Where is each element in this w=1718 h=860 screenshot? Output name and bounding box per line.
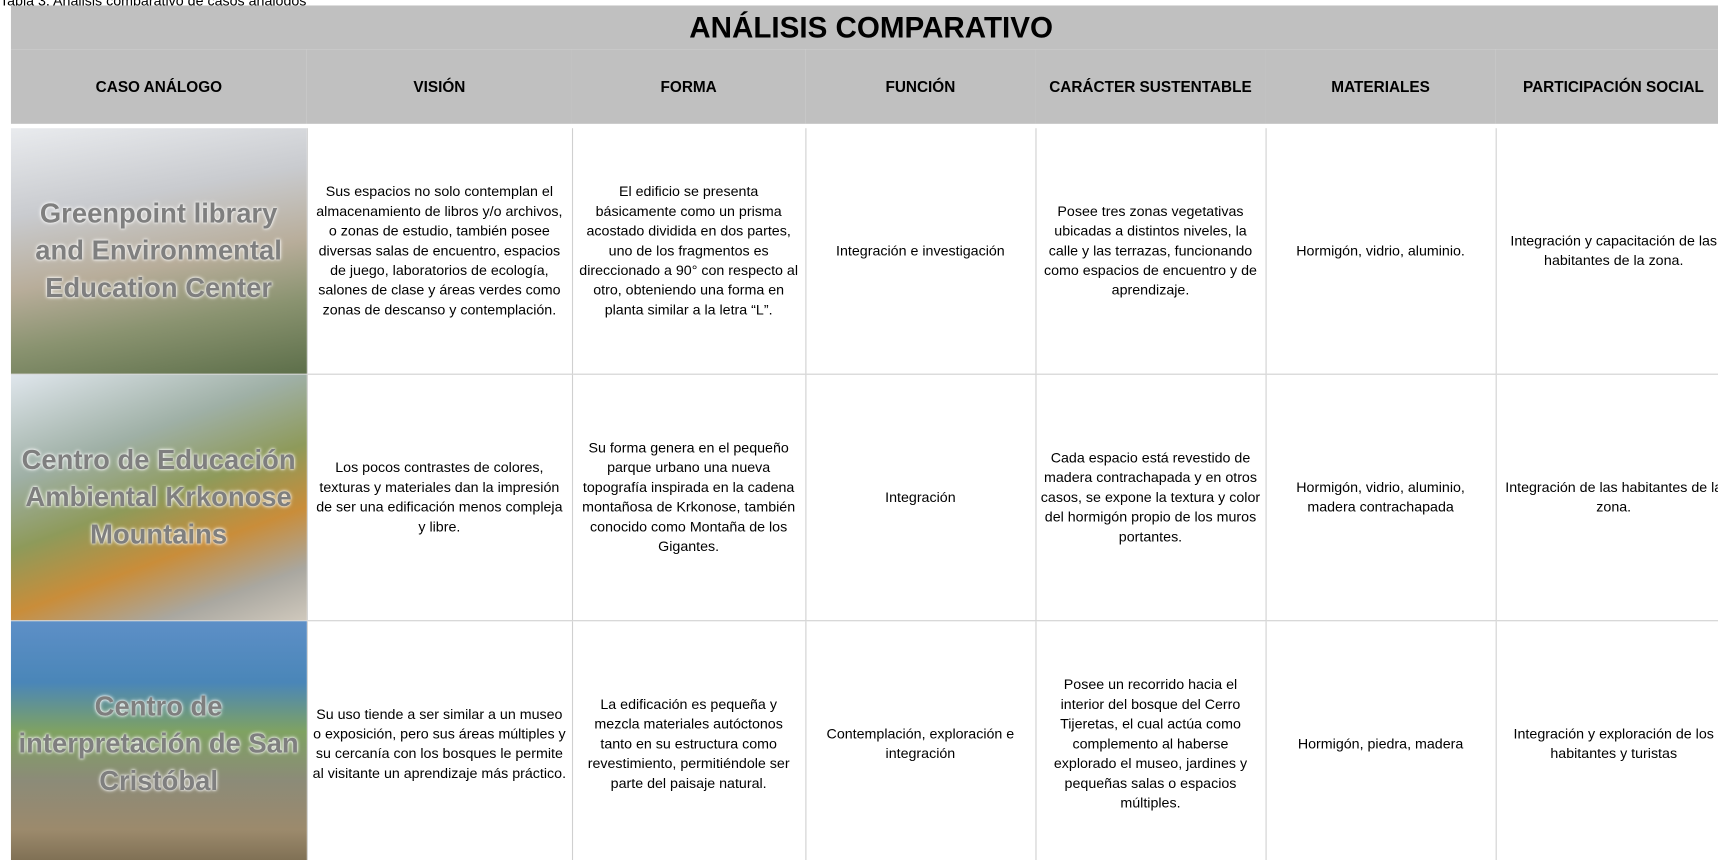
table-body: Greenpoint library and Environmental Edu…: [10, 128, 1718, 860]
table-row: Greenpoint library and Environmental Edu…: [10, 128, 1718, 375]
caption: Tabla 3. Análisis comparativo de casos a…: [0, 0, 307, 9]
table-cell: Hormigón, vidrio, aluminio, madera contr…: [1264, 374, 1496, 622]
case-image-cell: Centro de interpretación de San Cristóba…: [10, 620, 307, 860]
case-name: Centro de Educación Ambiental Krkonose M…: [21, 444, 296, 551]
table-cell: Integración e investigación: [804, 128, 1036, 375]
case-name: Greenpoint library and Environmental Edu…: [35, 198, 282, 304]
case-image: [10, 621, 307, 860]
table-cell: Posee tres zonas vegetativas ubicadas a …: [1034, 128, 1266, 375]
sheet: ANÁLISIS COMPARATIVO CASO ANÁLOGO VISIÓN F…: [10, 5, 1718, 860]
column-header: FUNCIÓN: [805, 49, 1036, 124]
table-cell: Integración de las habitantes de la zona…: [1495, 374, 1718, 622]
case-image-cell: Centro de Educación Ambiental Krkonose M…: [10, 374, 307, 622]
table-cell: Posee un recorrido hacia el interior del…: [1034, 620, 1266, 860]
table-cell: El edificio se presenta básicamente como…: [571, 128, 806, 375]
table-cell: Integración y capacitación de las habita…: [1495, 128, 1718, 375]
table-cell: Los pocos contrastes de colores, textura…: [306, 374, 572, 622]
header-row: CASO ANÁLOGO VISIÓN FORMA FUNCIÓN CARÁCTER S…: [10, 49, 1718, 124]
case-name: Centro de interpretación de San Cristóba…: [18, 691, 299, 797]
column-header: MATERIALES: [1265, 49, 1496, 124]
table-cell: Su forma genera en el pequeño parque urb…: [571, 374, 806, 622]
table-row: Centro de interpretación de San Cristóba…: [10, 620, 1718, 860]
table-row: Centro de Educación Ambiental Krkonose M…: [10, 374, 1718, 622]
case-image-cell: Greenpoint library and Environmental Edu…: [10, 128, 307, 375]
table-cell: Integración y exploración de los habitan…: [1495, 620, 1718, 860]
table-cell: Hormigón, piedra, madera: [1264, 620, 1496, 860]
case-image: [10, 374, 307, 621]
table-cell: Hormigón, vidrio, aluminio.: [1264, 128, 1496, 375]
table-title: ANÁLISIS COMPARATIVO: [10, 5, 1718, 50]
table-cell: Integración: [804, 374, 1036, 622]
table-cell: Contemplación, exploración e integración: [804, 620, 1036, 860]
table-cell: Cada espacio está revestido de madera co…: [1034, 374, 1266, 622]
case-image: [10, 128, 307, 374]
column-header: CARÁCTER SUSTENTABLE: [1035, 49, 1266, 124]
column-header: VISIÓN: [306, 49, 572, 124]
column-header: CASO ANÁLOGO: [10, 49, 307, 124]
table-cell: Sus espacios no solo contemplan el almac…: [306, 128, 572, 375]
table-cell: Su uso tiende a ser similar a un museo o…: [306, 620, 572, 860]
column-header: PARTICIPACIÓN SOCIAL: [1495, 49, 1718, 124]
column-header: FORMA: [571, 49, 806, 124]
comparison-table: ANÁLISIS COMPARATIVO CASO ANÁLOGO VISIÓN F…: [10, 5, 1718, 860]
table-cell: La edificación es pequeña y mezcla mater…: [571, 620, 806, 860]
